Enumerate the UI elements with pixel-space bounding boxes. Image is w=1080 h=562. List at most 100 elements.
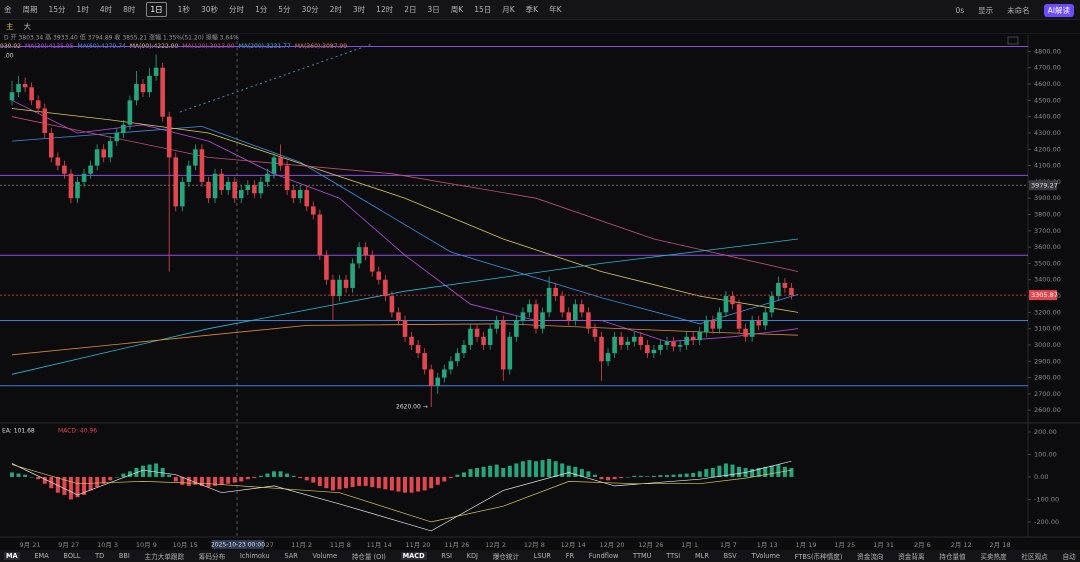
- timeframe-button[interactable]: 8时: [123, 5, 136, 14]
- timeframe-button[interactable]: 周K: [450, 5, 464, 14]
- macd-bar: [651, 475, 656, 477]
- timeframe-button[interactable]: 1秒: [177, 5, 190, 14]
- indicator-tab[interactable]: TVolume: [751, 552, 780, 560]
- indicator-tab[interactable]: MACD: [400, 552, 427, 560]
- timeframe-button[interactable]: 周期: [22, 5, 38, 14]
- indicator-tab[interactable]: EMA: [34, 552, 49, 560]
- indicator-tab[interactable]: TTSI: [666, 552, 681, 560]
- candle-body: [690, 336, 696, 341]
- candle-body: [631, 336, 637, 342]
- macd-bar: [88, 476, 93, 491]
- candle-body: [291, 190, 296, 199]
- tool-button[interactable]: AI解读: [1043, 3, 1074, 17]
- indicator-tab[interactable]: 主力大单跟踪: [144, 553, 185, 561]
- macd-bar: [193, 476, 198, 485]
- macd-bar: [10, 472, 14, 477]
- y-tick-label: 3100.00: [1034, 325, 1061, 333]
- indicator-tab[interactable]: 爆仓统计: [492, 553, 520, 561]
- indicator-tab[interactable]: 筹码分布: [198, 553, 226, 561]
- timeframe-button[interactable]: 15分: [48, 5, 66, 14]
- candle-body: [206, 181, 211, 199]
- macd-bar: [429, 476, 434, 489]
- panel-icon: [1007, 36, 1019, 45]
- candle-body: [160, 67, 165, 117]
- timeframe-button[interactable]: 12时: [376, 5, 394, 14]
- candle-body: [212, 173, 218, 199]
- timeframe-button[interactable]: 月K: [502, 5, 515, 14]
- macd-bar: [697, 471, 702, 477]
- indicator-tab[interactable]: BOLL: [63, 552, 81, 560]
- macd-bar: [141, 465, 145, 477]
- candle-body: [383, 279, 388, 297]
- macd-bar: [167, 474, 172, 477]
- indicator-tab[interactable]: BBI: [118, 552, 130, 560]
- candle-body: [782, 283, 788, 288]
- y-tick-label: 4700.00: [1034, 64, 1061, 72]
- candle-body: [500, 320, 506, 370]
- tool-button[interactable]: 未命名: [1007, 5, 1030, 15]
- indicator-tab[interactable]: TTMU: [633, 552, 652, 560]
- indicator-tab[interactable]: MLR: [694, 552, 709, 560]
- timeframe-button[interactable]: 2时: [329, 5, 342, 14]
- candle-body: [612, 336, 617, 354]
- indicator-tab[interactable]: 持仓量 (OI): [351, 553, 386, 561]
- timeframe-button[interactable]: 1分: [255, 5, 268, 14]
- macd-bar: [553, 461, 558, 477]
- y-tick-label: 2900.00: [1034, 357, 1061, 365]
- macd-bar: [710, 467, 715, 477]
- tool-button[interactable]: 0s: [955, 5, 965, 15]
- indicator-tab[interactable]: BSV: [723, 552, 737, 560]
- candle-body: [62, 165, 67, 174]
- macd-bar: [448, 476, 453, 479]
- indicator-tab[interactable]: TD: [95, 552, 105, 560]
- macd-bar: [494, 464, 499, 477]
- tool-icon[interactable]: 大: [23, 22, 32, 31]
- indicator-tab[interactable]: 买卖热度: [980, 553, 1007, 561]
- indicator-tab[interactable]: FTBS(币种情度): [794, 553, 843, 561]
- timeframe-button[interactable]: 15日: [474, 5, 492, 14]
- timeframe-button[interactable]: 金: [4, 5, 12, 14]
- timeframe-button[interactable]: 3日: [427, 5, 440, 14]
- indicator-tabs: MA EMA BOLL TD BBI 主力大单跟踪 筹码分布 Ichimoku SAR Volum…: [0, 550, 1080, 562]
- candle-body: [22, 84, 28, 88]
- timeframe-button[interactable]: 1时: [76, 5, 89, 14]
- indicator-tab[interactable]: RSI: [441, 552, 452, 560]
- indicator-tab[interactable]: Volume: [312, 552, 338, 560]
- candle-body: [481, 336, 486, 345]
- timeframe-button[interactable]: 分时: [229, 5, 244, 14]
- macd-bar: [665, 475, 669, 477]
- indicator-tab[interactable]: LSUR: [533, 552, 552, 560]
- indicator-tab[interactable]: SAR: [284, 552, 298, 560]
- candle-body: [540, 312, 545, 329]
- indicator-tab[interactable]: 自动: [1062, 553, 1076, 561]
- timeframe-button[interactable]: 4时: [99, 5, 113, 14]
- tool-icon[interactable]: 主: [6, 22, 14, 31]
- macd-bar: [606, 476, 611, 481]
- timeframe-button[interactable]: 30分: [301, 5, 319, 14]
- indicator-tab[interactable]: Fundflow: [588, 552, 619, 560]
- candle-body: [75, 181, 80, 199]
- indicator-tab[interactable]: Ichimoku: [239, 552, 270, 560]
- macd-bar: [62, 476, 67, 495]
- timeframe-button[interactable]: 3时: [352, 5, 366, 14]
- timeframe-button[interactable]: 年K: [549, 5, 562, 14]
- macd-bar: [520, 461, 525, 477]
- x-tick-label: 12月 8: [524, 541, 545, 549]
- timeframe-button[interactable]: 季K: [525, 5, 539, 14]
- timeframe-button[interactable]: 5分: [278, 5, 291, 14]
- indicator-tab[interactable]: KDJ: [466, 552, 478, 560]
- timeframe-button[interactable]: 2日: [404, 5, 417, 14]
- macd-bar: [265, 473, 270, 477]
- timeframe-button[interactable]: 1日: [146, 2, 167, 17]
- timeframe-button[interactable]: 30秒: [200, 5, 218, 14]
- tool-button[interactable]: 显示: [978, 5, 994, 15]
- indicator-tab[interactable]: FR: [565, 552, 575, 560]
- indicator-tab[interactable]: 资金背离: [898, 553, 925, 561]
- y-tick-label: 4100.00: [1034, 162, 1061, 170]
- candle-body: [769, 296, 775, 313]
- trend-drawing: [179, 43, 373, 113]
- indicator-tab[interactable]: MA: [4, 552, 20, 560]
- indicator-tab[interactable]: 持仓量值: [939, 553, 966, 561]
- indicator-tab[interactable]: 社区观点: [1021, 553, 1048, 561]
- indicator-tab[interactable]: 资金流向: [857, 553, 884, 561]
